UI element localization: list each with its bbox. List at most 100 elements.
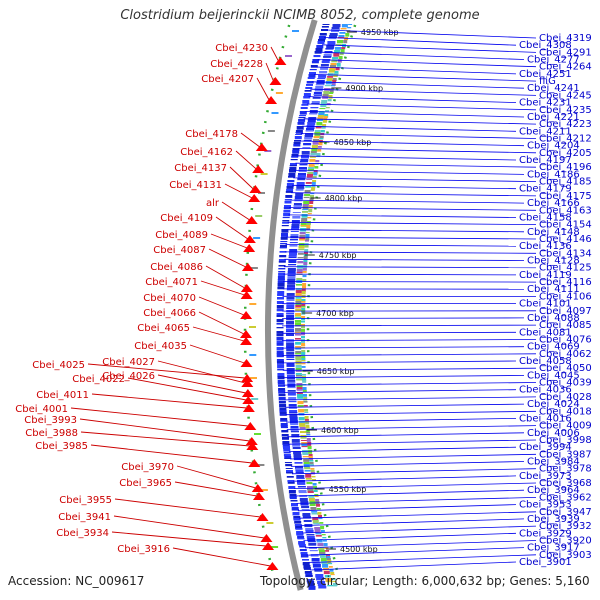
feature-stripe	[306, 482, 313, 485]
feature-stripe	[300, 159, 309, 162]
feature-stripe	[314, 527, 321, 530]
feature-stripe	[286, 359, 295, 360]
left-gene-label: Cbei_4089	[155, 230, 208, 241]
feature-stripe	[303, 401, 308, 403]
left-marker-triangle	[240, 311, 253, 319]
feature-stripe	[299, 549, 307, 552]
left-leader-line	[174, 481, 258, 497]
feature-stripe	[286, 287, 295, 290]
feature-stripe	[295, 309, 302, 312]
feature-stripe	[295, 334, 301, 336]
feature-stripe	[295, 320, 301, 323]
feature-stripe	[307, 217, 312, 219]
feature-stripe	[300, 552, 308, 555]
feature-stripe	[307, 174, 313, 178]
feature-stripe	[305, 234, 310, 238]
feature-stripe	[295, 130, 303, 134]
feature-stripe	[281, 427, 288, 429]
right-leader-line	[286, 425, 537, 430]
feature-stripe	[278, 265, 286, 267]
feature-stripe	[311, 101, 320, 105]
feature-stripe	[313, 490, 318, 492]
feature-stripe	[279, 404, 287, 408]
right-gene-label: Cbei_4039	[539, 378, 592, 389]
feature-stripe	[317, 78, 326, 80]
feature-stripe	[299, 546, 307, 548]
feature-stripe	[308, 450, 313, 454]
kbp-tick-label: 4500 kbp	[340, 545, 378, 554]
right-leader-line	[290, 453, 537, 460]
feature-stripe	[293, 451, 302, 455]
feature-stripe	[295, 526, 303, 530]
feature-stripe	[301, 332, 305, 336]
feature-stripe	[335, 44, 342, 46]
feature-stripe	[280, 423, 288, 426]
feature-stripe	[317, 543, 324, 547]
feature-stripe	[314, 166, 319, 169]
feature-stripe	[293, 454, 302, 458]
feature-stripe	[303, 567, 311, 570]
feature-stripe	[282, 437, 289, 440]
feature-stripe	[304, 245, 309, 248]
left-marker-triangle	[243, 244, 256, 252]
outer-feature-block	[251, 398, 259, 400]
right-leader-line	[289, 207, 537, 211]
feature-stripe	[305, 575, 313, 577]
feature-stripe	[295, 293, 302, 296]
feature-stripe	[276, 305, 284, 309]
feature-stripe	[302, 268, 307, 271]
feature-stripe	[276, 355, 284, 358]
feature-stripe	[299, 111, 307, 115]
left-leader-line	[79, 418, 250, 442]
feature-stripe	[324, 114, 329, 118]
feature-stripe	[320, 64, 329, 67]
feature-stripe	[311, 476, 316, 478]
feature-stripe	[307, 541, 316, 543]
left-gene-label: Cbei_4207	[201, 74, 254, 85]
feature-stripe	[305, 427, 310, 429]
feature-stripe	[310, 65, 318, 68]
right-leader-line	[324, 37, 517, 46]
feature-stripe	[314, 51, 322, 54]
feature-stripe	[311, 187, 316, 190]
feature-stripe	[312, 176, 317, 179]
feature-stripe	[306, 223, 311, 226]
feature-stripe	[316, 539, 323, 543]
feature-stripe	[305, 425, 310, 428]
left-leader-line	[80, 431, 251, 447]
feature-stripe	[348, 24, 353, 25]
feature-stripe	[306, 176, 313, 178]
right-gene-label: Cbei_3978	[539, 464, 592, 475]
feature-stripe	[288, 407, 297, 409]
feature-stripe	[303, 405, 308, 407]
right-gene-label: Cbei_4245	[539, 90, 592, 101]
left-gene-label: Cbei_4071	[145, 277, 198, 288]
right-gene-label: Cbei_4231	[519, 98, 572, 109]
right-gene-label: Cbei_3920	[539, 536, 592, 547]
feature-stripe	[295, 472, 304, 474]
right-leader-line	[306, 103, 537, 111]
feature-stripe	[295, 348, 302, 350]
feature-stripe	[325, 110, 330, 112]
feature-stripe	[286, 472, 294, 474]
feature-stripe	[295, 305, 302, 309]
feature-stripe	[277, 380, 285, 383]
feature-stripe	[288, 176, 295, 178]
feature-stripe	[291, 154, 299, 157]
feature-stripe	[305, 429, 310, 433]
left-marker-triangle	[252, 165, 265, 173]
feature-stripe	[289, 410, 298, 414]
feature-stripe	[290, 423, 299, 426]
feature-stripe	[304, 416, 309, 419]
feature-stripe	[301, 509, 310, 510]
feature-stripe	[295, 365, 302, 368]
feature-stripe	[331, 60, 338, 63]
feature-stripe	[302, 204, 309, 207]
feature-stripe	[308, 498, 315, 501]
feature-stripe	[318, 111, 325, 114]
feature-stripe	[301, 324, 305, 327]
feature-stripe	[322, 540, 327, 542]
